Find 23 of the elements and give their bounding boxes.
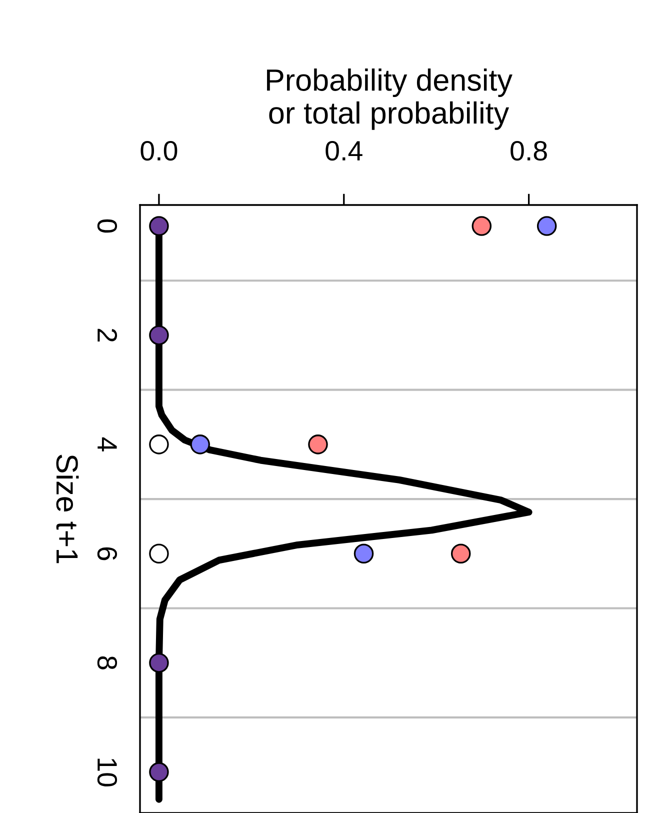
point (308, 434, 328, 454)
x-tick-label: 0.0 (140, 140, 178, 161)
point (354, 544, 374, 564)
point (190, 434, 210, 454)
y-tick-label: 8 (97, 656, 118, 670)
point (450, 544, 471, 564)
point (472, 216, 492, 236)
point (149, 762, 169, 782)
y-tick-label: 4 (98, 437, 117, 452)
y-tick-label: 10 (97, 758, 118, 786)
y-tick-label: 2 (98, 328, 118, 342)
x-tick-label: 0.4 (326, 140, 362, 161)
point (149, 216, 169, 236)
x-axis-title: Probability density or total probability (267, 68, 512, 130)
point (149, 652, 169, 673)
point (536, 216, 557, 236)
y-axis-title: Size t+1 (56, 454, 79, 564)
point (149, 434, 169, 454)
x-tick-label: 0.8 (510, 140, 547, 161)
point (149, 544, 169, 564)
y-tick-label: 0 (97, 219, 118, 233)
y-tick-label: 6 (97, 547, 118, 560)
point (149, 325, 169, 346)
